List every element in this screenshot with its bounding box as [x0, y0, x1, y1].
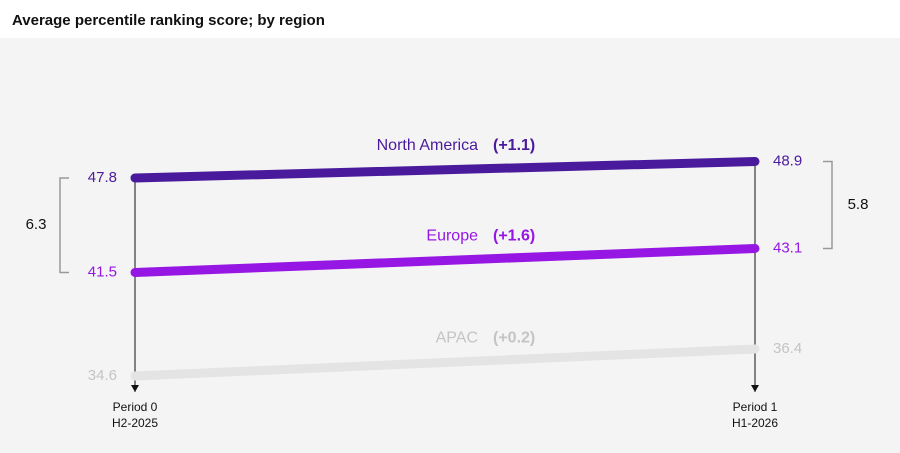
value-label: 47.8 — [88, 169, 117, 186]
series-name: North America — [377, 137, 478, 154]
value-label: 48.9 — [773, 152, 802, 169]
gap-label: 6.3 — [26, 216, 47, 233]
series-line — [130, 344, 760, 381]
gap-label: 5.8 — [848, 196, 869, 213]
x-tick-label: H1-2026 — [732, 416, 778, 430]
series-line — [130, 157, 760, 183]
value-label: 34.6 — [88, 367, 117, 384]
chart-title: Average percentile ranking score; by reg… — [12, 12, 325, 29]
change-label: (+1.1) — [493, 137, 535, 154]
value-label: 36.4 — [773, 340, 802, 357]
change-label: (+1.6) — [493, 228, 535, 245]
series-name: APAC — [436, 330, 478, 347]
change-label: (+0.2) — [493, 330, 535, 347]
x-tick-label: H2-2025 — [112, 416, 158, 430]
value-label: 43.1 — [773, 239, 802, 256]
x-tick-label: Period 1 — [733, 400, 778, 414]
gap-bracket — [823, 160, 833, 250]
value-label: 41.5 — [88, 263, 117, 280]
gap-bracket — [59, 177, 69, 274]
series-line — [130, 244, 760, 277]
series-name: Europe — [426, 228, 478, 245]
x-tick-label: Period 0 — [113, 400, 158, 414]
